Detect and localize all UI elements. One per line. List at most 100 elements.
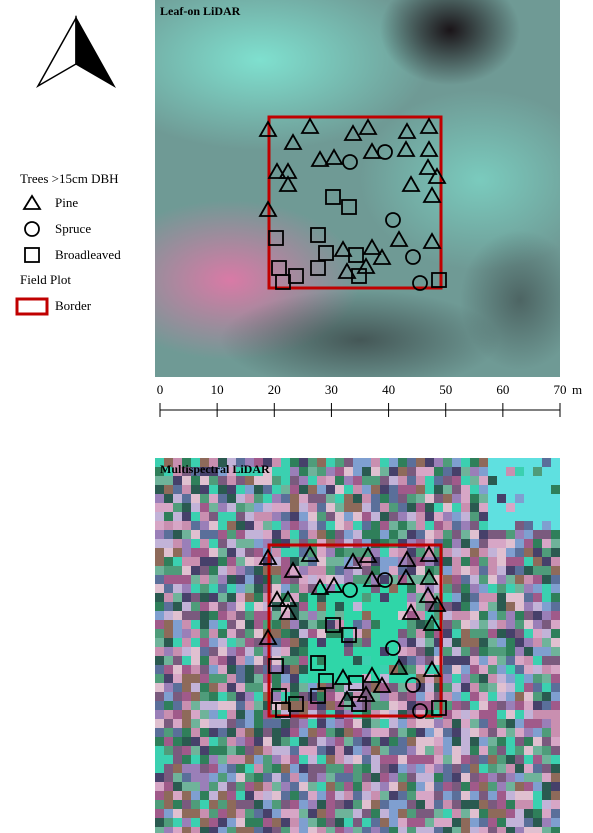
- raster-pixel: [299, 782, 308, 791]
- raster-pixel: [416, 512, 425, 521]
- raster-pixel: [398, 737, 407, 746]
- raster-pixel: [182, 809, 191, 818]
- raster-pixel: [299, 584, 308, 593]
- raster-pixel: [389, 458, 398, 467]
- raster-pixel: [524, 827, 533, 833]
- raster-pixel: [452, 719, 461, 728]
- raster-pixel: [371, 800, 380, 809]
- raster-pixel: [191, 629, 200, 638]
- raster-pixel: [533, 458, 542, 467]
- raster-pixel: [308, 764, 317, 773]
- raster-pixel: [389, 728, 398, 737]
- raster-pixel: [173, 665, 182, 674]
- raster-pixel: [299, 467, 308, 476]
- raster-pixel: [191, 737, 200, 746]
- raster-pixel: [542, 692, 551, 701]
- raster-pixel: [380, 530, 389, 539]
- raster-pixel: [317, 638, 326, 647]
- raster-pixel: [155, 485, 164, 494]
- raster-pixel: [371, 485, 380, 494]
- raster-pixel: [164, 719, 173, 728]
- raster-pixel: [479, 629, 488, 638]
- raster-pixel: [245, 530, 254, 539]
- raster-pixel: [227, 755, 236, 764]
- raster-pixel: [380, 557, 389, 566]
- raster-pixel: [299, 458, 308, 467]
- raster-pixel: [200, 629, 209, 638]
- raster-pixel: [398, 503, 407, 512]
- scale-label: 0: [157, 382, 164, 397]
- raster-pixel: [227, 701, 236, 710]
- raster-pixel: [434, 764, 443, 773]
- raster-pixel: [479, 710, 488, 719]
- raster-pixel: [263, 809, 272, 818]
- raster-pixel: [389, 809, 398, 818]
- raster-pixel: [245, 566, 254, 575]
- raster-pixel: [398, 521, 407, 530]
- raster-pixel: [533, 494, 542, 503]
- raster-pixel: [173, 800, 182, 809]
- raster-pixel: [533, 827, 542, 833]
- raster-pixel: [164, 710, 173, 719]
- raster-pixel: [191, 746, 200, 755]
- raster-pixel: [155, 773, 164, 782]
- raster-pixel: [542, 539, 551, 548]
- raster-pixel: [479, 476, 488, 485]
- raster-pixel: [452, 683, 461, 692]
- raster-pixel: [200, 782, 209, 791]
- raster-pixel: [182, 701, 191, 710]
- raster-pixel: [236, 728, 245, 737]
- raster-pixel: [533, 656, 542, 665]
- raster-pixel: [200, 485, 209, 494]
- raster-pixel: [551, 638, 560, 647]
- raster-pixel: [515, 746, 524, 755]
- raster-pixel: [416, 665, 425, 674]
- raster-pixel: [470, 719, 479, 728]
- raster-pixel: [371, 773, 380, 782]
- raster-pixel: [407, 485, 416, 494]
- raster-pixel: [551, 692, 560, 701]
- raster-pixel: [335, 458, 344, 467]
- raster-pixel: [191, 620, 200, 629]
- raster-pixel: [218, 503, 227, 512]
- raster-pixel: [551, 530, 560, 539]
- raster-pixel: [155, 737, 164, 746]
- raster-pixel: [317, 827, 326, 833]
- raster-pixel: [254, 575, 263, 584]
- raster-pixel: [434, 755, 443, 764]
- raster-pixel: [200, 737, 209, 746]
- raster-pixel: [407, 728, 416, 737]
- raster-pixel: [443, 827, 452, 833]
- raster-pixel: [164, 818, 173, 827]
- raster-pixel: [452, 467, 461, 476]
- raster-pixel: [164, 647, 173, 656]
- raster-pixel: [209, 485, 218, 494]
- raster-pixel: [542, 593, 551, 602]
- raster-pixel: [263, 512, 272, 521]
- raster-pixel: [353, 575, 362, 584]
- raster-pixel: [344, 809, 353, 818]
- raster-pixel: [254, 521, 263, 530]
- raster-pixel: [542, 710, 551, 719]
- raster-pixel: [389, 629, 398, 638]
- raster-pixel: [245, 494, 254, 503]
- raster-pixel: [200, 503, 209, 512]
- raster-pixel: [200, 800, 209, 809]
- raster-pixel: [164, 530, 173, 539]
- raster-pixel: [308, 575, 317, 584]
- raster-pixel: [200, 647, 209, 656]
- raster-pixel: [479, 764, 488, 773]
- raster-pixel: [290, 656, 299, 665]
- raster-pixel: [263, 791, 272, 800]
- raster-pixel: [551, 773, 560, 782]
- raster-pixel: [434, 737, 443, 746]
- raster-pixel: [497, 548, 506, 557]
- raster-pixel: [218, 512, 227, 521]
- raster-pixel: [461, 701, 470, 710]
- raster-pixel: [461, 485, 470, 494]
- raster-pixel: [281, 638, 290, 647]
- raster-pixel: [227, 737, 236, 746]
- raster-pixel: [182, 557, 191, 566]
- raster-pixel: [407, 782, 416, 791]
- raster-pixel: [263, 800, 272, 809]
